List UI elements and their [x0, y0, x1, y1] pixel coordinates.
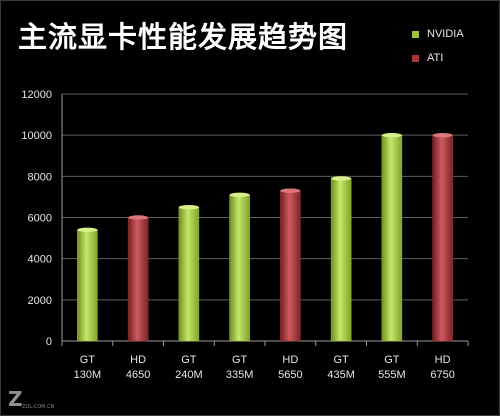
bar-cap	[331, 176, 352, 181]
x-tick-label: GT	[333, 354, 349, 366]
zol-watermark-logo: Z ZOL.COM.CN	[8, 387, 55, 411]
bar-cap	[128, 215, 149, 220]
bar-nvidia	[77, 229, 98, 342]
y-tick-label: 0	[46, 336, 52, 348]
chart-title: 主流显卡性能发展趋势图	[18, 20, 349, 54]
x-tick-label: GT	[80, 354, 96, 366]
bar-nvidia	[229, 194, 250, 342]
legend-label-ati: ATI	[427, 52, 444, 64]
y-tick-label: 4000	[28, 254, 52, 266]
x-tick-label: 130M	[74, 369, 102, 381]
svg-text:ZOL.COM.CN: ZOL.COM.CN	[22, 404, 55, 410]
bar-ati	[127, 217, 149, 342]
x-tick-label: 5650	[278, 369, 302, 381]
legend-item-nvidia: NVIDIA	[412, 22, 464, 46]
bar-cap	[381, 132, 402, 138]
y-tick-label: 8000	[28, 171, 52, 183]
bar-cap	[178, 205, 199, 210]
svg-text:Z: Z	[8, 387, 23, 411]
x-tick-label: 555M	[378, 369, 406, 381]
x-tick-label: GT	[232, 354, 248, 366]
legend-item-ati: ATI	[412, 46, 464, 70]
y-tick-label: 10000	[21, 130, 52, 142]
x-tick-label: 435M	[327, 369, 355, 381]
bar-nvidia	[381, 134, 403, 342]
y-tick-label: 6000	[28, 213, 52, 225]
bar-cap	[432, 132, 453, 138]
x-tick-label: HD	[282, 354, 298, 366]
x-tick-label: HD	[130, 354, 146, 366]
x-tick-label: HD	[435, 354, 451, 366]
y-tick-label: 2000	[28, 295, 52, 307]
chart-legend: NVIDIA ATI	[412, 22, 464, 70]
bar-nvidia	[330, 178, 352, 342]
x-tick-label: 6750	[430, 369, 454, 381]
legend-swatch-nvidia	[412, 30, 419, 38]
bar-cap	[229, 192, 250, 198]
legend-label-nvidia: NVIDIA	[427, 28, 464, 40]
bar-ati	[432, 134, 453, 342]
bar-nvidia	[178, 206, 200, 342]
x-tick-label: 4650	[126, 369, 150, 381]
x-tick-label: GT	[181, 354, 197, 366]
bar-cap	[280, 188, 301, 193]
y-tick-label: 12000	[21, 89, 52, 101]
x-tick-label: GT	[384, 354, 400, 366]
bar-ati	[280, 190, 301, 342]
bar-cap	[77, 227, 98, 233]
x-tick-label: 335M	[226, 369, 254, 381]
x-tick-label: 240M	[175, 369, 203, 381]
legend-swatch-ati	[412, 54, 419, 62]
